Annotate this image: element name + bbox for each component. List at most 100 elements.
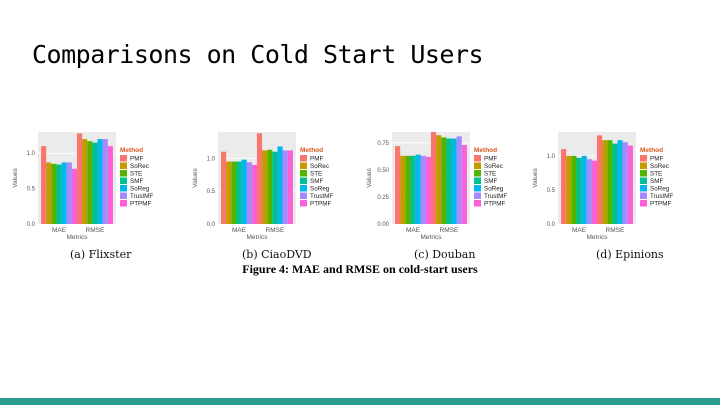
bar-mae-sorec bbox=[566, 155, 572, 224]
legend-swatch bbox=[300, 155, 307, 162]
x-tick-label: RMSE bbox=[440, 227, 459, 234]
bar-mae-trustmf bbox=[246, 162, 252, 224]
bar-mae-ptpmf bbox=[591, 160, 598, 224]
bar-mae-soreg bbox=[581, 155, 587, 224]
bar-rmse-ptpmf bbox=[627, 145, 633, 224]
x-tick-label: RMSE bbox=[606, 227, 625, 234]
bar-rmse-soreg bbox=[277, 146, 283, 224]
y-tick-label: 0.5 bbox=[27, 187, 36, 193]
slide-title: Comparisons on Cold Start Users bbox=[32, 40, 484, 69]
legend-label: PMF bbox=[130, 156, 143, 163]
bar-rmse-trustmf bbox=[622, 142, 628, 224]
legend-swatch bbox=[640, 155, 647, 162]
y-tick-label: 1.0 bbox=[27, 151, 36, 157]
x-tick-label: MAE bbox=[52, 227, 67, 234]
subfigure-caption-b: (b) CiaoDVD bbox=[242, 248, 312, 261]
bar-mae-ste bbox=[405, 155, 411, 224]
legend-label: PMF bbox=[650, 156, 663, 163]
bar-rmse-smf bbox=[612, 143, 618, 224]
legend-swatch bbox=[474, 162, 481, 169]
legend-swatch bbox=[300, 177, 307, 184]
legend-swatch bbox=[300, 185, 307, 192]
legend-label: SoReg bbox=[130, 186, 150, 193]
legend-label: STE bbox=[130, 171, 142, 178]
y-axis-label: Values bbox=[532, 168, 539, 188]
bar-mae-pmf bbox=[395, 146, 401, 224]
legend-label: TrustMF bbox=[484, 193, 507, 200]
legend-swatch bbox=[120, 177, 127, 184]
bar-rmse-ptpmf bbox=[287, 150, 293, 224]
y-tick-label: 0.0 bbox=[207, 222, 216, 228]
subfigure-caption-a: (a) Flixster bbox=[70, 248, 132, 261]
legend-swatch bbox=[640, 192, 647, 199]
legend-label: STE bbox=[484, 171, 496, 178]
legend-label: PMF bbox=[484, 156, 497, 163]
bar-rmse-ste bbox=[87, 141, 93, 224]
x-axis-label: Metrics bbox=[67, 234, 89, 241]
legend-title: Method bbox=[474, 147, 497, 154]
legend-label: SMF bbox=[484, 178, 497, 185]
bar-rmse-soreg bbox=[451, 138, 457, 224]
legend-label: TrustMF bbox=[650, 193, 673, 200]
subfigure-caption-d: (d) Epinions bbox=[596, 248, 664, 261]
bar-rmse-smf bbox=[446, 138, 452, 224]
bar-mae-ptpmf bbox=[71, 168, 78, 224]
x-axis-label: Metrics bbox=[421, 234, 443, 241]
bar-rmse-sorec bbox=[436, 135, 442, 224]
legend-label: SMF bbox=[130, 178, 143, 185]
legend-swatch bbox=[120, 185, 127, 192]
bar-rmse-trustmf bbox=[456, 136, 462, 224]
legend-swatch bbox=[640, 162, 647, 169]
y-tick-label: 0.0 bbox=[547, 222, 556, 228]
x-tick-label: RMSE bbox=[266, 227, 285, 234]
legend-label: SMF bbox=[310, 178, 323, 185]
legend-swatch bbox=[120, 155, 127, 162]
legend-label: PTPMF bbox=[650, 201, 671, 208]
bar-rmse-pmf bbox=[76, 133, 83, 224]
legend-label: SoReg bbox=[484, 186, 504, 193]
legend-swatch bbox=[300, 192, 307, 199]
legend-label: SoReg bbox=[650, 186, 670, 193]
bar-mae-trustmf bbox=[586, 159, 592, 224]
bar-rmse-trustmf bbox=[102, 139, 108, 224]
legend-title: Method bbox=[640, 147, 663, 154]
y-tick-label: 0.5 bbox=[547, 188, 556, 194]
x-tick-label: MAE bbox=[406, 227, 421, 234]
bar-rmse-smf bbox=[272, 151, 278, 224]
legend-title: Method bbox=[300, 147, 323, 154]
legend-swatch bbox=[640, 177, 647, 184]
legend-swatch bbox=[474, 192, 481, 199]
legend-label: SoReg bbox=[310, 186, 330, 193]
bar-rmse-sorec bbox=[602, 140, 608, 224]
legend-swatch bbox=[300, 200, 307, 207]
legend-label: PTPMF bbox=[484, 201, 505, 208]
subfigure-caption-c: (c) Douban bbox=[414, 248, 476, 261]
bar-mae-smf bbox=[410, 155, 416, 224]
bar-rmse-sorec bbox=[82, 139, 88, 224]
y-tick-label: 1.0 bbox=[207, 156, 216, 162]
bar-mae-soreg bbox=[415, 154, 421, 224]
legend-label: SoRec bbox=[650, 163, 669, 170]
y-tick-label: 0.25 bbox=[377, 195, 389, 201]
bar-mae-ste bbox=[231, 161, 237, 224]
bar-rmse-ptpmf bbox=[461, 144, 467, 224]
bar-mae-pmf bbox=[561, 149, 567, 224]
bottom-accent-bar bbox=[0, 398, 720, 405]
bar-rmse-ste bbox=[441, 137, 447, 224]
bar-mae-ptpmf bbox=[425, 156, 432, 224]
bar-rmse-smf bbox=[92, 142, 98, 224]
legend-label: SoRec bbox=[484, 163, 503, 170]
legend-label: TrustMF bbox=[310, 193, 333, 200]
y-tick-label: 0.75 bbox=[377, 141, 389, 147]
bar-mae-ste bbox=[51, 163, 57, 224]
y-tick-label: 0.50 bbox=[377, 168, 389, 174]
bar-mae-trustmf bbox=[420, 155, 426, 224]
legend-swatch bbox=[640, 185, 647, 192]
x-tick-label: RMSE bbox=[86, 227, 105, 234]
x-tick-label: MAE bbox=[232, 227, 247, 234]
x-axis-label: Metrics bbox=[247, 234, 269, 241]
x-tick-label: MAE bbox=[572, 227, 587, 234]
bar-mae-sorec bbox=[46, 162, 52, 224]
